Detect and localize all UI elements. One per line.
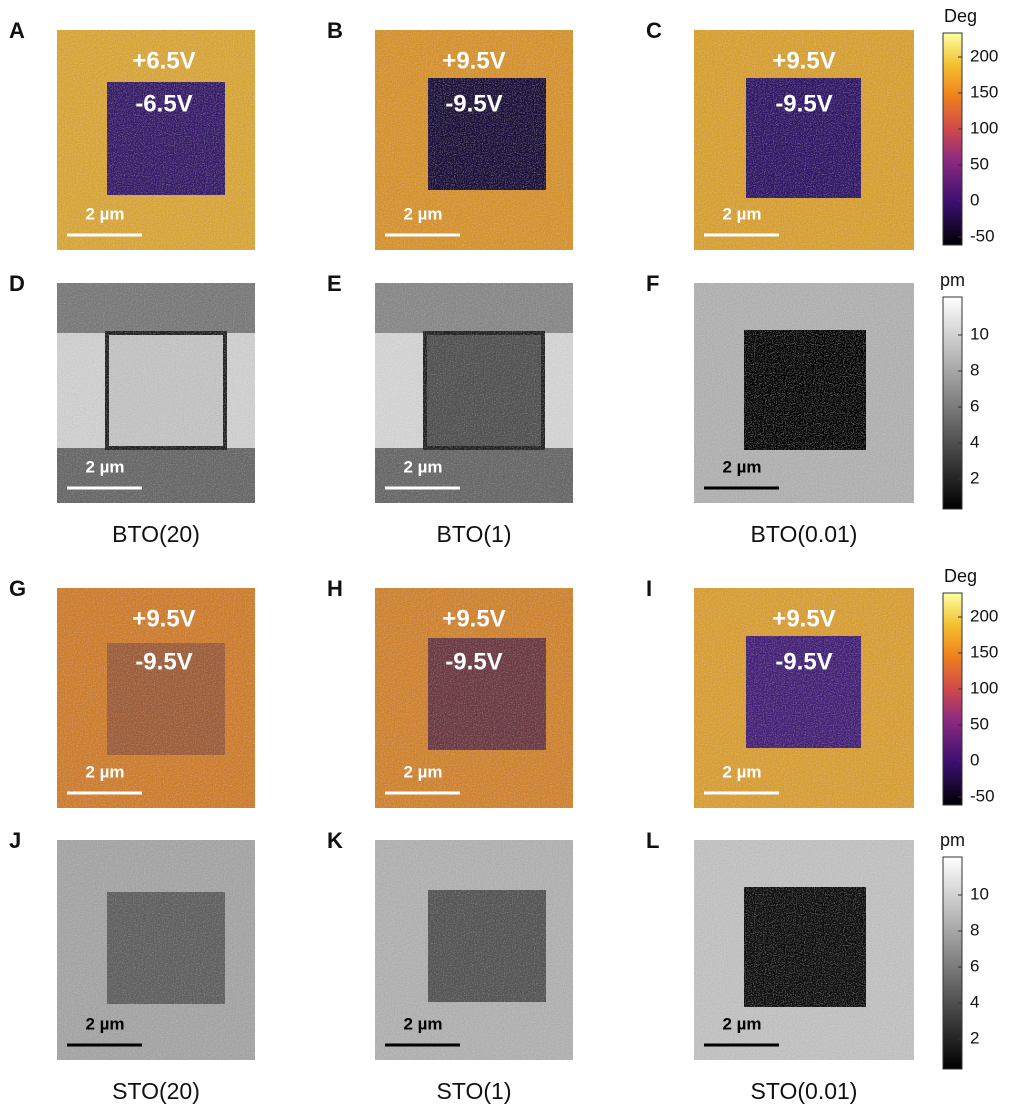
colorbar-tick-label: 50 <box>970 154 989 173</box>
panel-letter: B <box>327 18 343 43</box>
switched-square <box>423 331 545 450</box>
colorbar-unit: Deg <box>944 6 977 26</box>
panel-letter: L <box>646 828 659 853</box>
voltage-label: -9.5V <box>135 648 192 675</box>
scale-bar-label: 2 µm <box>85 457 124 476</box>
panel-letter: F <box>646 271 659 296</box>
panel-caption: STO(20) <box>112 1078 200 1104</box>
colorbar-tick-label: 4 <box>970 992 979 1011</box>
colorbar <box>942 296 963 510</box>
switched-square <box>746 78 861 198</box>
panel <box>375 283 573 503</box>
voltage-label: +6.5V <box>132 47 195 74</box>
panel-letter: J <box>9 828 21 853</box>
scale-bar-label: 2 µm <box>722 204 761 223</box>
panel-caption: BTO(1) <box>437 521 512 547</box>
voltage-label: +9.5V <box>442 605 505 632</box>
panel-caption: BTO(0.01) <box>751 521 858 547</box>
voltage-label: -9.5V <box>775 648 832 675</box>
colorbar-tick-label: 50 <box>970 714 989 733</box>
colorbar-tick-label: 4 <box>970 432 979 451</box>
colorbar-tick-label: 6 <box>970 396 979 415</box>
colorbar <box>942 32 963 246</box>
colorbar <box>942 856 963 1070</box>
switched-square <box>107 643 225 755</box>
voltage-label: +9.5V <box>772 47 835 74</box>
scale-bar-label: 2 µm <box>403 762 442 781</box>
colorbar-tick-label: 150 <box>970 82 998 101</box>
colorbar-tick-label: 10 <box>970 884 989 903</box>
voltage-label: -9.5V <box>445 90 502 117</box>
scale-bar-label: 2 µm <box>722 457 761 476</box>
scale-bar-label: 2 µm <box>722 762 761 781</box>
voltage-label: +9.5V <box>772 605 835 632</box>
scale-bar-label: 2 µm <box>403 204 442 223</box>
colorbar-unit: pm <box>940 270 965 290</box>
panel <box>694 588 914 808</box>
scale-bar-label: 2 µm <box>85 762 124 781</box>
colorbar-tick-label: 8 <box>970 360 979 379</box>
colorbar-tick-label: -50 <box>970 786 995 805</box>
colorbar-tick-label: 10 <box>970 324 989 343</box>
colorbar-unit: pm <box>940 830 965 850</box>
panel <box>57 283 255 503</box>
voltage-label: -9.5V <box>445 648 502 675</box>
colorbar-tick-label: 8 <box>970 920 979 939</box>
dark-bottom <box>57 448 255 503</box>
colorbar-tick-label: -50 <box>970 226 995 245</box>
colorbar-tick-label: 200 <box>970 606 998 625</box>
panel-letter: A <box>9 18 25 43</box>
panel <box>57 30 255 250</box>
switched-square <box>105 331 227 450</box>
switched-square <box>744 330 866 450</box>
switched-square <box>428 638 546 750</box>
panel <box>694 30 914 250</box>
panel <box>57 840 255 1060</box>
panel <box>375 30 573 250</box>
switched-square <box>107 892 225 1004</box>
dark-bottom <box>375 448 573 503</box>
voltage-label: -6.5V <box>135 90 192 117</box>
colorbar-tick-label: 150 <box>970 642 998 661</box>
scale-bar-label: 2 µm <box>403 457 442 476</box>
panel-letter: I <box>646 576 652 601</box>
switched-square <box>744 887 866 1007</box>
panel <box>694 840 914 1060</box>
scale-bar-label: 2 µm <box>85 1014 124 1033</box>
colorbar-tick-label: 6 <box>970 956 979 975</box>
colorbar-tick-label: 0 <box>970 750 979 769</box>
colorbar-unit: Deg <box>944 566 977 586</box>
switched-square <box>107 82 225 195</box>
colorbar-tick-label: 2 <box>970 1028 979 1047</box>
panel-letter: H <box>327 576 343 601</box>
switched-square <box>746 636 861 748</box>
voltage-label: +9.5V <box>442 47 505 74</box>
panel-caption: BTO(20) <box>112 521 200 547</box>
panel-letter: D <box>9 271 25 296</box>
switched-square <box>428 78 546 190</box>
colorbar-tick-label: 200 <box>970 46 998 65</box>
panel-letter: E <box>327 271 342 296</box>
panel-letter: K <box>327 828 343 853</box>
panel-letter: G <box>9 576 26 601</box>
colorbar-tick-label: 100 <box>970 678 998 697</box>
scale-bar-label: 2 µm <box>722 1014 761 1033</box>
panel-caption: STO(1) <box>437 1078 512 1104</box>
colorbar-tick-label: 0 <box>970 190 979 209</box>
panel-letter: C <box>646 18 662 43</box>
switched-square <box>428 890 546 1002</box>
panel <box>694 283 914 503</box>
colorbar-tick-label: 100 <box>970 118 998 137</box>
scale-bar-label: 2 µm <box>85 204 124 223</box>
voltage-label: +9.5V <box>132 605 195 632</box>
panel <box>375 588 573 808</box>
panel <box>57 588 255 808</box>
voltage-label: -9.5V <box>775 90 832 117</box>
colorbar-tick-label: 2 <box>970 468 979 487</box>
colorbar <box>942 592 963 806</box>
panel-caption: STO(0.01) <box>751 1078 858 1104</box>
scale-bar-label: 2 µm <box>403 1014 442 1033</box>
panel <box>375 840 573 1060</box>
